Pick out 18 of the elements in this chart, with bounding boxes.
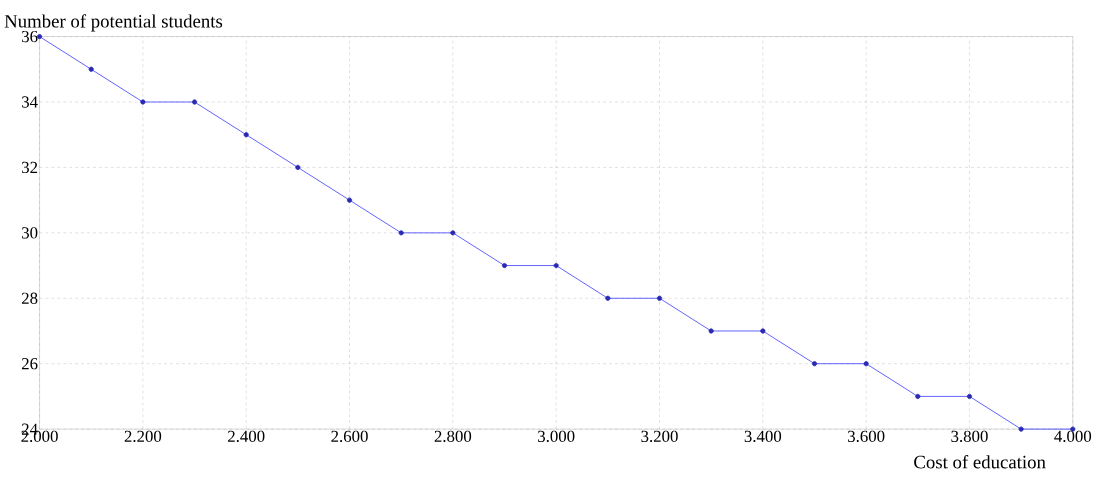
y-tick-label: 32 <box>22 161 38 173</box>
x-tick-label: 3.800 <box>951 430 988 442</box>
x-tick-label: 2.400 <box>228 430 265 442</box>
x-tick-label: 3.000 <box>538 430 575 442</box>
x-tick-label: 3.400 <box>744 430 782 442</box>
x-tick-label: 3.200 <box>641 430 678 442</box>
x-tick-label: 3.600 <box>848 430 885 442</box>
x-tick-label: 2.600 <box>331 430 368 442</box>
x-tick-label: 4.000 <box>1054 430 1092 442</box>
y-tick-label: 30 <box>22 226 38 239</box>
y-tick-label: 26 <box>21 357 38 370</box>
y-tick-label: 34 <box>22 96 38 108</box>
x-tick-label: 2.200 <box>124 430 162 442</box>
x-axis-title: Cost of education <box>914 454 1046 469</box>
y-tick-label: 36 <box>22 30 38 42</box>
y-axis-title: Number of potential students <box>4 13 223 32</box>
x-tick-label: 2.800 <box>434 430 472 442</box>
y-tick-label: 28 <box>21 292 38 304</box>
